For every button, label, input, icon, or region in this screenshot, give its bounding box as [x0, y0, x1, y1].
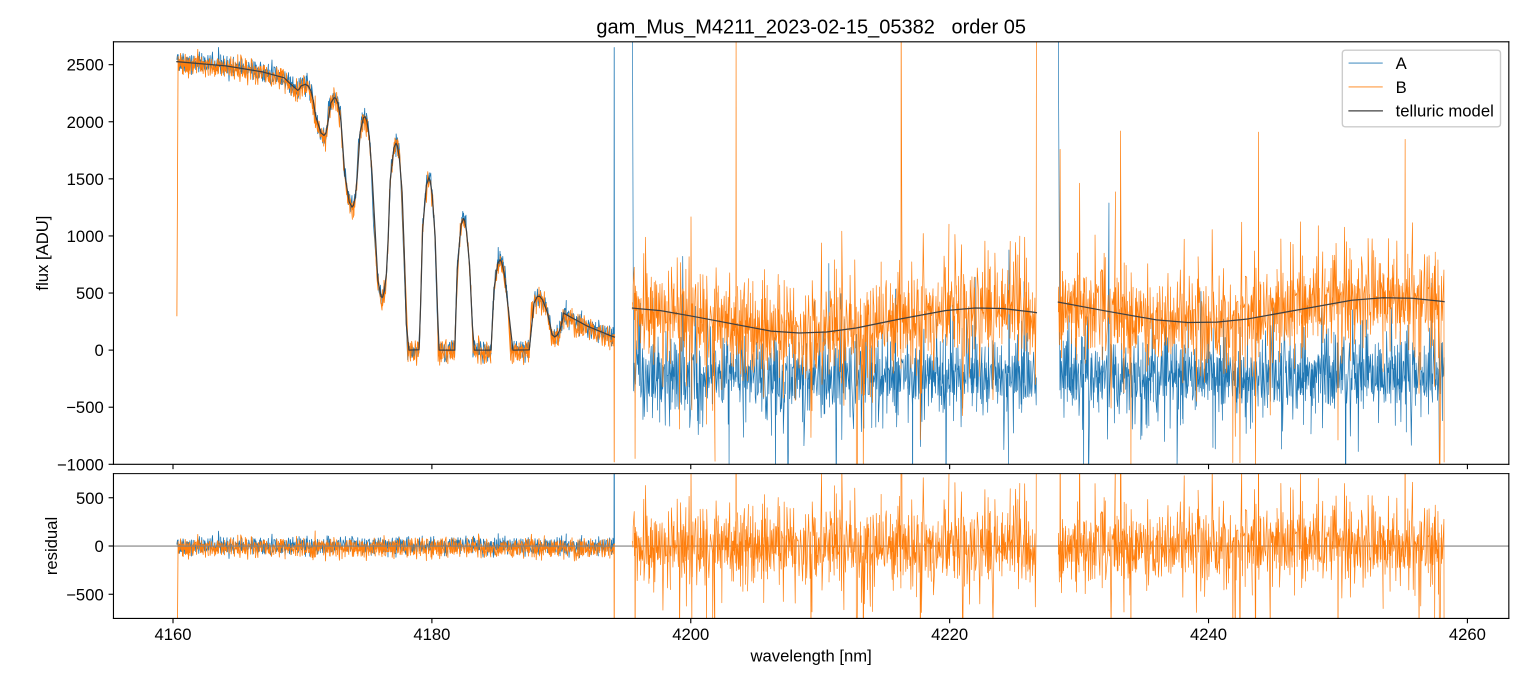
svg-text:4240: 4240 [1190, 625, 1227, 644]
svg-text:1500: 1500 [67, 170, 104, 189]
svg-text:500: 500 [76, 489, 104, 508]
svg-text:−1000: −1000 [57, 455, 104, 474]
svg-text:wavelength [nm]: wavelength [nm] [750, 646, 872, 665]
svg-text:gam_Mus_M4211_2023-02-15_05382: gam_Mus_M4211_2023-02-15_05382 order 05 [596, 16, 1026, 38]
svg-text:2000: 2000 [67, 113, 104, 132]
svg-text:residual: residual [42, 517, 61, 575]
svg-text:−500: −500 [66, 398, 104, 417]
svg-text:B: B [1396, 78, 1407, 97]
svg-text:0: 0 [94, 341, 103, 360]
svg-text:A: A [1396, 54, 1408, 73]
svg-text:4220: 4220 [931, 625, 968, 644]
svg-text:0: 0 [94, 537, 103, 556]
svg-text:4180: 4180 [413, 625, 450, 644]
svg-text:−500: −500 [66, 585, 104, 604]
svg-text:flux [ADU]: flux [ADU] [33, 216, 52, 291]
svg-text:1000: 1000 [67, 227, 104, 246]
svg-text:4260: 4260 [1449, 625, 1486, 644]
svg-text:500: 500 [76, 284, 104, 303]
svg-text:4160: 4160 [154, 625, 191, 644]
svg-text:4200: 4200 [672, 625, 709, 644]
svg-text:2500: 2500 [67, 56, 104, 75]
svg-text:telluric model: telluric model [1396, 102, 1494, 121]
